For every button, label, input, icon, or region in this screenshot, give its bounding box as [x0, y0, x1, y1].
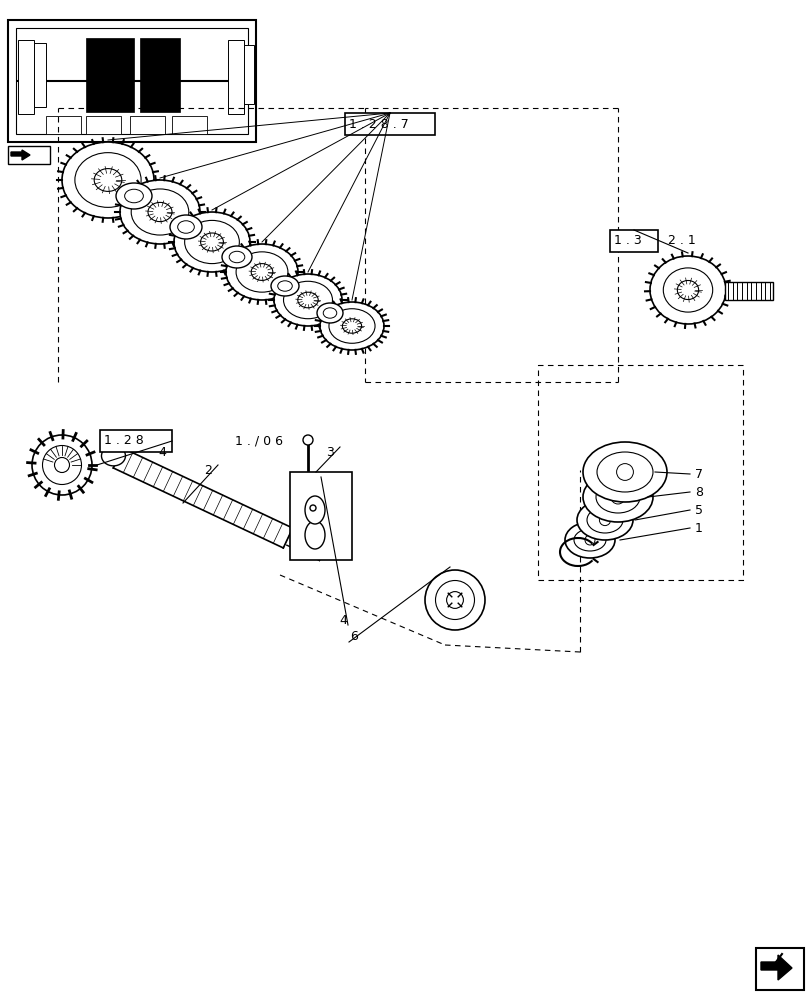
Text: 7: 7: [694, 468, 702, 481]
Text: 2: 2: [204, 464, 212, 477]
Ellipse shape: [577, 500, 633, 540]
Bar: [8, 20, 255, 142]
Bar: [538, 365, 742, 580]
Ellipse shape: [184, 220, 239, 264]
Bar: [18, 40, 34, 114]
Ellipse shape: [271, 276, 298, 296]
Ellipse shape: [273, 274, 341, 326]
Ellipse shape: [94, 169, 122, 191]
Ellipse shape: [596, 452, 652, 492]
Ellipse shape: [178, 221, 194, 233]
Text: 1 . 2 8: 1 . 2 8: [104, 434, 144, 448]
Ellipse shape: [676, 280, 697, 300]
Ellipse shape: [446, 592, 463, 608]
Ellipse shape: [148, 202, 172, 222]
Ellipse shape: [305, 496, 324, 524]
Bar: [34, 43, 46, 107]
Circle shape: [584, 535, 594, 545]
Ellipse shape: [169, 215, 202, 239]
Ellipse shape: [305, 521, 324, 549]
Circle shape: [610, 490, 624, 504]
Bar: [100, 430, 172, 452]
Ellipse shape: [225, 244, 298, 300]
Ellipse shape: [298, 292, 318, 308]
Polygon shape: [760, 955, 791, 980]
Bar: [139, 38, 180, 112]
Ellipse shape: [131, 189, 189, 235]
Bar: [724, 282, 772, 300]
Ellipse shape: [424, 570, 484, 630]
Circle shape: [616, 464, 633, 480]
Ellipse shape: [316, 303, 342, 323]
Ellipse shape: [32, 435, 92, 495]
Ellipse shape: [328, 309, 375, 343]
Ellipse shape: [124, 189, 144, 203]
Text: 4: 4: [158, 446, 165, 458]
Text: 5: 5: [694, 504, 702, 516]
Ellipse shape: [101, 446, 126, 466]
Ellipse shape: [342, 319, 361, 333]
Circle shape: [599, 514, 610, 526]
Ellipse shape: [54, 458, 70, 473]
Text: 2 . 1: 2 . 1: [667, 234, 695, 247]
Ellipse shape: [221, 246, 251, 268]
Ellipse shape: [283, 281, 332, 319]
Bar: [609, 230, 657, 252]
Ellipse shape: [229, 251, 244, 263]
Ellipse shape: [649, 256, 725, 324]
Bar: [130, 116, 165, 134]
Text: 1 . 3: 1 . 3: [613, 234, 641, 247]
Circle shape: [310, 505, 315, 511]
Ellipse shape: [174, 212, 250, 272]
Ellipse shape: [75, 153, 141, 207]
Bar: [86, 116, 121, 134]
Text: 1: 1: [694, 522, 702, 534]
Circle shape: [303, 435, 312, 445]
Ellipse shape: [582, 442, 666, 502]
Bar: [755, 948, 803, 990]
Ellipse shape: [595, 481, 639, 513]
Ellipse shape: [320, 302, 384, 350]
Ellipse shape: [564, 522, 614, 558]
Text: 3: 3: [326, 446, 333, 458]
Bar: [46, 116, 81, 134]
Ellipse shape: [573, 529, 605, 551]
Bar: [16, 28, 247, 134]
Bar: [228, 40, 243, 114]
Bar: [86, 38, 134, 112]
Bar: [345, 113, 435, 135]
Bar: [8, 146, 50, 164]
Text: 8: 8: [694, 486, 702, 498]
Ellipse shape: [251, 264, 272, 280]
Ellipse shape: [42, 446, 81, 485]
Ellipse shape: [116, 183, 152, 209]
Ellipse shape: [62, 142, 154, 218]
Bar: [243, 45, 254, 104]
Text: 1 . / 0 6: 1 . / 0 6: [234, 434, 283, 448]
Ellipse shape: [120, 180, 200, 244]
Ellipse shape: [323, 308, 337, 318]
Ellipse shape: [586, 507, 622, 533]
Polygon shape: [11, 150, 30, 160]
Ellipse shape: [663, 268, 712, 312]
Text: 4: 4: [339, 613, 346, 626]
Ellipse shape: [200, 233, 223, 251]
Ellipse shape: [277, 281, 292, 291]
Ellipse shape: [582, 472, 652, 522]
Text: 1 . 2 8 . 7: 1 . 2 8 . 7: [349, 118, 408, 131]
Ellipse shape: [435, 580, 474, 619]
Bar: [172, 116, 207, 134]
Ellipse shape: [236, 252, 288, 292]
Bar: [290, 472, 351, 560]
Text: 6: 6: [350, 630, 358, 644]
